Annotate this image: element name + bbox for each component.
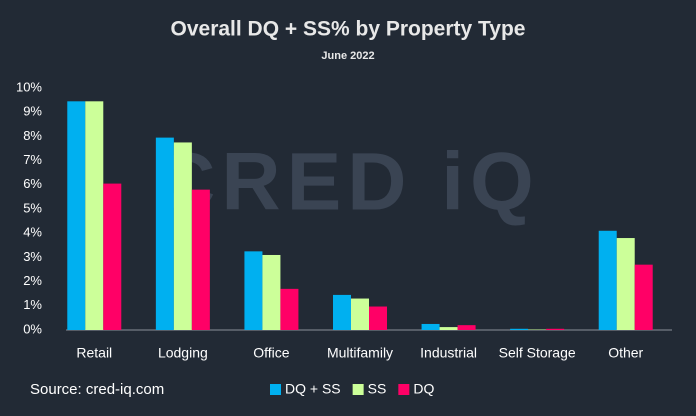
chart-title: Overall DQ + SS% by Property Type [171,18,526,41]
bar [369,306,387,330]
legend-label: SS [368,381,387,397]
y-tick-label: 10% [16,79,42,94]
bar [598,230,617,330]
x-tick-label: Industrial [420,345,477,361]
y-tick-label: 3% [23,249,42,264]
bar [351,298,369,330]
bar [191,189,210,330]
bar [155,137,174,330]
y-tick-label: 4% [23,225,42,240]
chart-subtitle: June 2022 [321,50,374,62]
y-tick-label: 2% [23,273,42,288]
bar [280,288,299,330]
y-tick-label: 1% [23,297,42,312]
legend-label: DQ [413,381,434,397]
bar [333,294,351,330]
bar [457,325,476,330]
x-tick-label: Office [253,345,290,361]
y-tick-label: 7% [23,152,42,167]
legend-swatch [270,384,281,395]
y-tick-label: 8% [23,128,42,143]
bar [634,264,653,330]
bar [616,238,635,330]
legend-label: DQ + SS [285,381,341,397]
y-tick-label: 6% [23,176,42,191]
x-tick-label: Multifamily [327,345,393,361]
bar [421,323,440,330]
watermark: CRED iQ [156,137,540,228]
bar [510,328,529,330]
bar [85,101,104,330]
x-tick-label: Retail [76,345,112,361]
bar [262,254,281,330]
legend-swatch [352,384,364,395]
bar [173,142,192,330]
source: Source: cred-iq.com [30,381,164,398]
bar [67,101,86,330]
bar [244,251,263,330]
x-tick-label: Self Storage [499,345,576,361]
y-tick-label: 5% [23,200,42,215]
bar [546,328,565,330]
x-tick-label: Lodging [158,345,208,361]
bar [103,183,122,330]
legend-swatch [398,384,410,395]
bar [439,327,458,330]
x-tick-label: Other [608,345,643,361]
y-tick-label: 9% [23,104,42,119]
y-tick-label: 0% [23,321,42,336]
